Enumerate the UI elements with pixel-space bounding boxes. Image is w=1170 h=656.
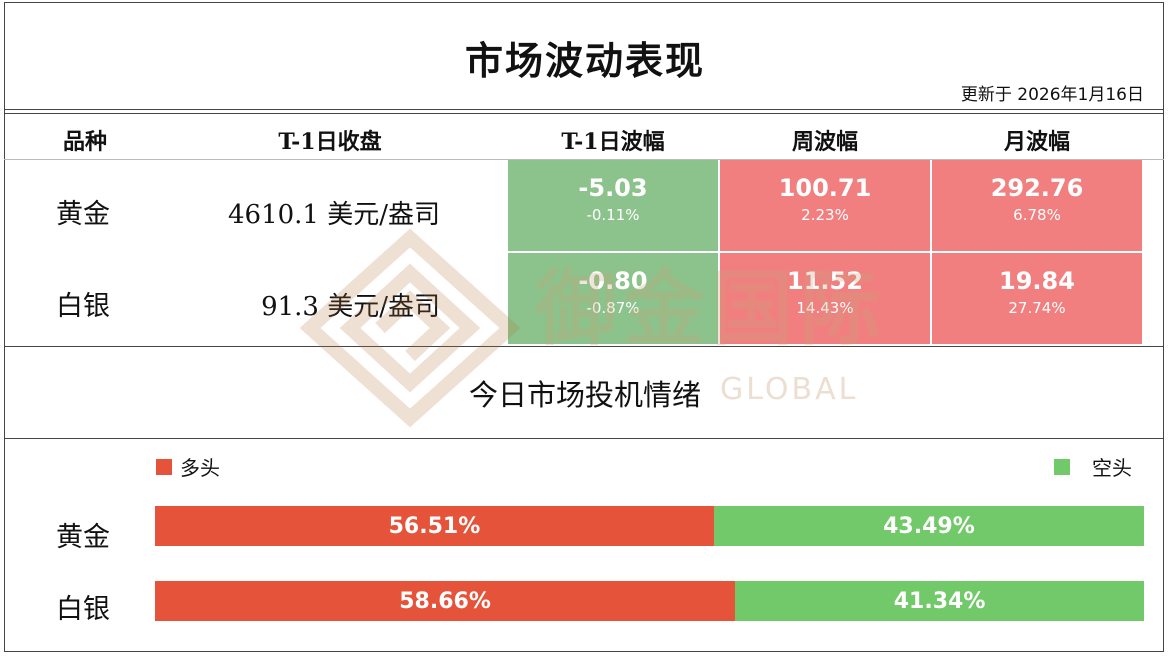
header-day-range: T-1日波幅 [561,129,665,155]
cell-pct: 2.23% [801,206,849,224]
cell-value: 19.84 [999,267,1075,295]
sentiment-bar-long-gold: 56.51% [155,506,714,546]
divider [4,159,1164,160]
cell-gold-day: -5.03 -0.11% [508,160,718,251]
report-frame [4,2,1164,652]
header-variety: 品种 [62,129,107,155]
legend-short: 空头 [1054,452,1132,481]
divider [4,113,1164,114]
legend-short-swatch [1054,458,1070,475]
divider [4,346,1164,347]
cell-value: 11.52 [787,267,863,295]
divider [4,109,1164,110]
watermark-sub: GLOBAL [720,372,859,407]
cell-gold-month: 292.76 6.78% [932,160,1142,251]
sentiment-bar-short-silver: 41.34% [735,581,1144,621]
legend-long-label: 多头 [180,456,220,480]
sentiment-bar-long-silver: 58.66% [155,581,736,621]
sentiment-name-silver: 白银 [56,594,110,625]
cell-silver-month: 19.84 27.74% [932,253,1142,344]
cell-pct: 27.74% [1008,299,1066,317]
bar-label: 58.66% [399,588,491,614]
bar-label: 41.34% [893,588,986,614]
close-price-silver: 91.3 美元/盎司 [261,292,440,322]
cell-value: -0.80 [578,267,648,295]
page-title: 市场波动表现 [464,38,705,83]
cell-pct: -0.87% [586,299,640,317]
cell-pct: 6.78% [1013,206,1061,224]
close-price-gold: 4610.1 美元/盎司 [228,200,440,230]
cell-gold-week: 100.71 2.23% [720,160,930,251]
row-name-gold: 黄金 [56,199,110,230]
cell-pct: -0.11% [586,206,640,224]
sentiment-title: 今日市场投机情绪 [468,378,701,412]
cell-value: 292.76 [990,174,1084,202]
header-month-range: 月波幅 [1003,129,1070,155]
sentiment-name-gold: 黄金 [56,522,110,553]
legend-long-swatch [156,458,172,475]
cell-silver-day: -0.80 -0.87% [508,253,718,344]
cell-value: -5.03 [578,174,648,202]
header-close: T-1日收盘 [278,129,382,155]
cell-silver-week: 11.52 14.43% [720,253,930,344]
bar-label: 56.51% [388,513,481,539]
divider [4,438,1164,439]
legend-long: 多头 [156,452,220,481]
bar-label: 43.49% [883,513,975,539]
update-date: 更新于 2026年1月16日 [960,85,1144,105]
row-name-silver: 白银 [56,291,110,322]
header-week-range: 周波幅 [791,129,858,155]
legend-short-label: 空头 [1092,456,1132,480]
cell-pct: 14.43% [796,299,854,317]
watermark-text: 御金国际 [535,262,888,357]
sentiment-bar-short-gold: 43.49% [713,506,1144,546]
cell-value: 100.71 [778,174,872,202]
